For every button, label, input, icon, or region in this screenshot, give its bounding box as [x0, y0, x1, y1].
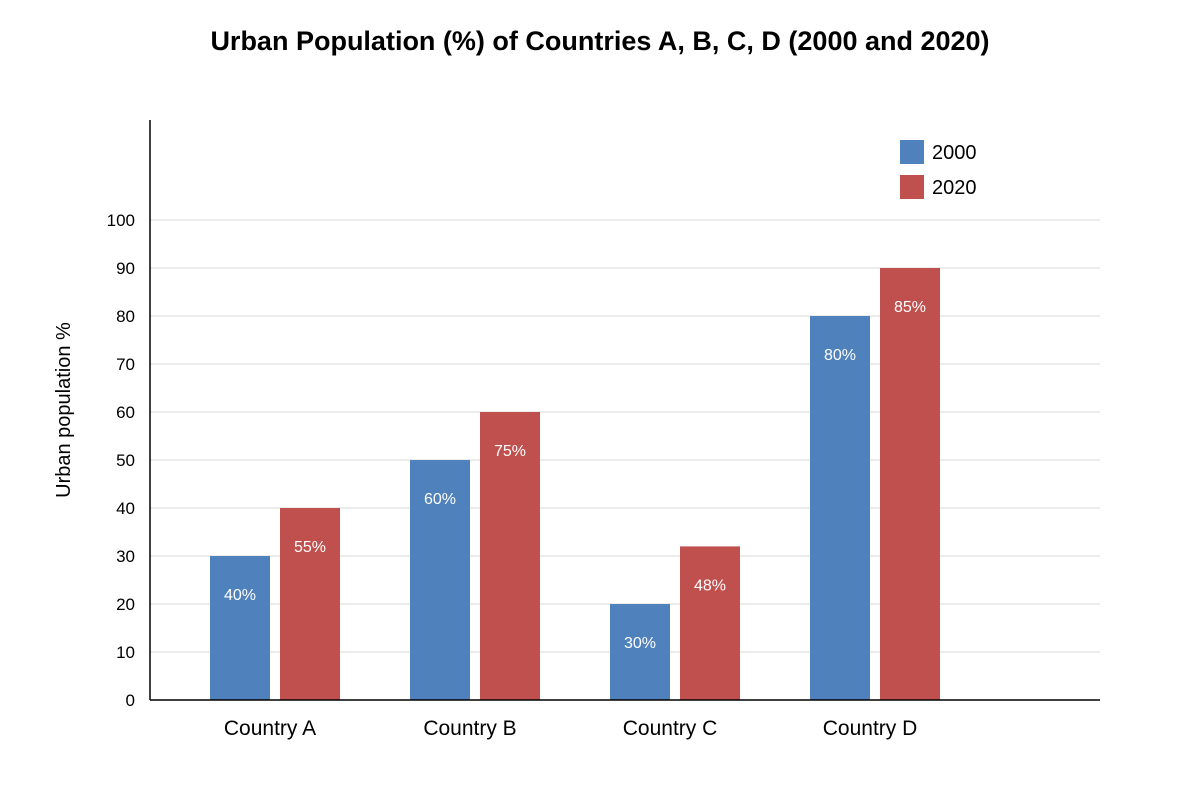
bar-2000-country-a	[210, 556, 270, 700]
bars	[210, 268, 940, 700]
bar-2000-country-b	[410, 460, 470, 700]
x-tick-label: Country D	[823, 717, 918, 740]
data-label: 55%	[294, 539, 326, 556]
y-axis-label: Urban population %	[53, 322, 75, 498]
bar-2000-country-d	[810, 316, 870, 700]
data-label: 30%	[624, 635, 656, 652]
bar-2020-country-b	[480, 412, 540, 700]
legend-label: 2020	[932, 177, 977, 199]
y-tick-label: 70	[116, 355, 135, 374]
data-label: 60%	[424, 491, 456, 508]
data-label: 85%	[894, 299, 926, 316]
y-axis-ticks: 0 10 20 30 40 50 60 70 80 90 100	[107, 211, 135, 710]
data-label: 80%	[824, 347, 856, 364]
data-labels: 40% 60% 30% 80% 55% 75% 48% 85%	[224, 299, 926, 652]
data-label: 48%	[694, 577, 726, 594]
x-axis-ticks: Country A Country B Country C Country D	[224, 717, 917, 740]
x-tick-label: Country A	[224, 717, 316, 740]
legend-swatch-2000	[900, 140, 924, 164]
y-tick-label: 100	[107, 211, 135, 230]
y-tick-label: 0	[126, 691, 135, 710]
y-tick-label: 90	[116, 259, 135, 278]
bar-2020-country-d	[880, 268, 940, 700]
bar-2020-country-a	[280, 508, 340, 700]
chart-title: Urban Population (%) of Countries A, B, …	[210, 26, 989, 56]
y-tick-label: 20	[116, 595, 135, 614]
y-tick-label: 30	[116, 547, 135, 566]
bar-2020-country-c	[680, 546, 740, 700]
legend-label: 2000	[932, 142, 977, 164]
y-tick-label: 80	[116, 307, 135, 326]
y-tick-label: 10	[116, 643, 135, 662]
data-label: 40%	[224, 587, 256, 604]
x-tick-label: Country B	[423, 717, 516, 740]
x-tick-label: Country C	[623, 717, 718, 740]
y-tick-label: 40	[116, 499, 135, 518]
data-label: 75%	[494, 443, 526, 460]
y-tick-label: 60	[116, 403, 135, 422]
legend-swatch-2020	[900, 175, 924, 199]
bar-2000-country-c	[610, 604, 670, 700]
y-tick-label: 50	[116, 451, 135, 470]
legend: 2000 2020	[900, 140, 977, 199]
